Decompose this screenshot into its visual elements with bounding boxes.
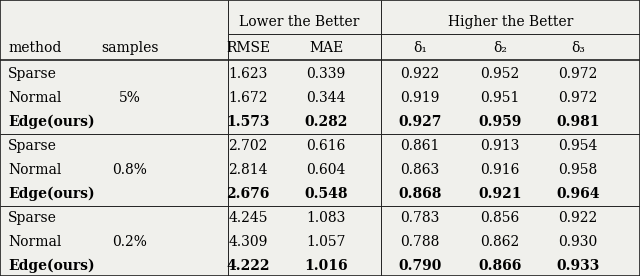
Text: 0.972: 0.972 [558,91,598,105]
Text: 0.866: 0.866 [478,259,522,273]
Text: 0.604: 0.604 [307,163,346,177]
Text: 0.952: 0.952 [481,67,520,81]
Text: 1.623: 1.623 [228,67,268,81]
Text: 0.2%: 0.2% [113,235,147,249]
Text: MAE: MAE [309,41,343,55]
Text: 1.083: 1.083 [307,211,346,225]
Text: 2.676: 2.676 [227,187,269,201]
Text: 0.919: 0.919 [400,91,440,105]
Text: 1.672: 1.672 [228,91,268,105]
Text: 0.344: 0.344 [307,91,346,105]
Text: Sparse: Sparse [8,139,57,153]
Text: 1.573: 1.573 [227,115,269,129]
Text: δ₂: δ₂ [493,41,507,55]
Text: 0.927: 0.927 [398,115,442,129]
Text: 0.921: 0.921 [478,187,522,201]
Text: 0.616: 0.616 [307,139,346,153]
Text: 0.783: 0.783 [400,211,440,225]
Text: 0.916: 0.916 [480,163,520,177]
Text: 1.016: 1.016 [304,259,348,273]
Text: 0.856: 0.856 [481,211,520,225]
Text: δ₁: δ₁ [413,41,427,55]
Text: 0.922: 0.922 [401,67,440,81]
Text: 0.8%: 0.8% [113,163,147,177]
Text: 0.954: 0.954 [558,139,598,153]
Text: 0.863: 0.863 [401,163,440,177]
Text: method: method [8,41,61,55]
Text: 0.958: 0.958 [558,163,598,177]
Text: Sparse: Sparse [8,67,57,81]
Text: Sparse: Sparse [8,211,57,225]
Text: Higher the Better: Higher the Better [448,15,573,29]
Text: 4.245: 4.245 [228,211,268,225]
Text: 0.981: 0.981 [556,115,600,129]
Text: 4.309: 4.309 [228,235,268,249]
Text: 0.964: 0.964 [556,187,600,201]
Text: 1.057: 1.057 [307,235,346,249]
Text: 0.339: 0.339 [307,67,346,81]
Text: 2.814: 2.814 [228,163,268,177]
Text: δ₃: δ₃ [571,41,585,55]
Text: Edge(ours): Edge(ours) [8,115,95,129]
Text: 4.222: 4.222 [227,259,269,273]
Text: RMSE: RMSE [226,41,270,55]
Text: 0.959: 0.959 [478,115,522,129]
Text: Lower the Better: Lower the Better [239,15,359,29]
Text: Edge(ours): Edge(ours) [8,259,95,273]
Text: Normal: Normal [8,91,61,105]
Text: 0.790: 0.790 [398,259,442,273]
Text: 0.930: 0.930 [558,235,598,249]
Text: 2.702: 2.702 [228,139,268,153]
Text: 0.282: 0.282 [304,115,348,129]
Text: Normal: Normal [8,235,61,249]
Text: 0.788: 0.788 [400,235,440,249]
Text: Edge(ours): Edge(ours) [8,187,95,201]
Text: 0.933: 0.933 [556,259,600,273]
Text: 0.972: 0.972 [558,67,598,81]
Text: 0.548: 0.548 [304,187,348,201]
Text: Normal: Normal [8,163,61,177]
Text: samples: samples [101,41,159,55]
Text: 0.862: 0.862 [481,235,520,249]
Text: 0.922: 0.922 [558,211,598,225]
Text: 0.868: 0.868 [398,187,442,201]
Text: 0.913: 0.913 [480,139,520,153]
Text: 0.861: 0.861 [400,139,440,153]
Text: 5%: 5% [119,91,141,105]
Text: 0.951: 0.951 [480,91,520,105]
